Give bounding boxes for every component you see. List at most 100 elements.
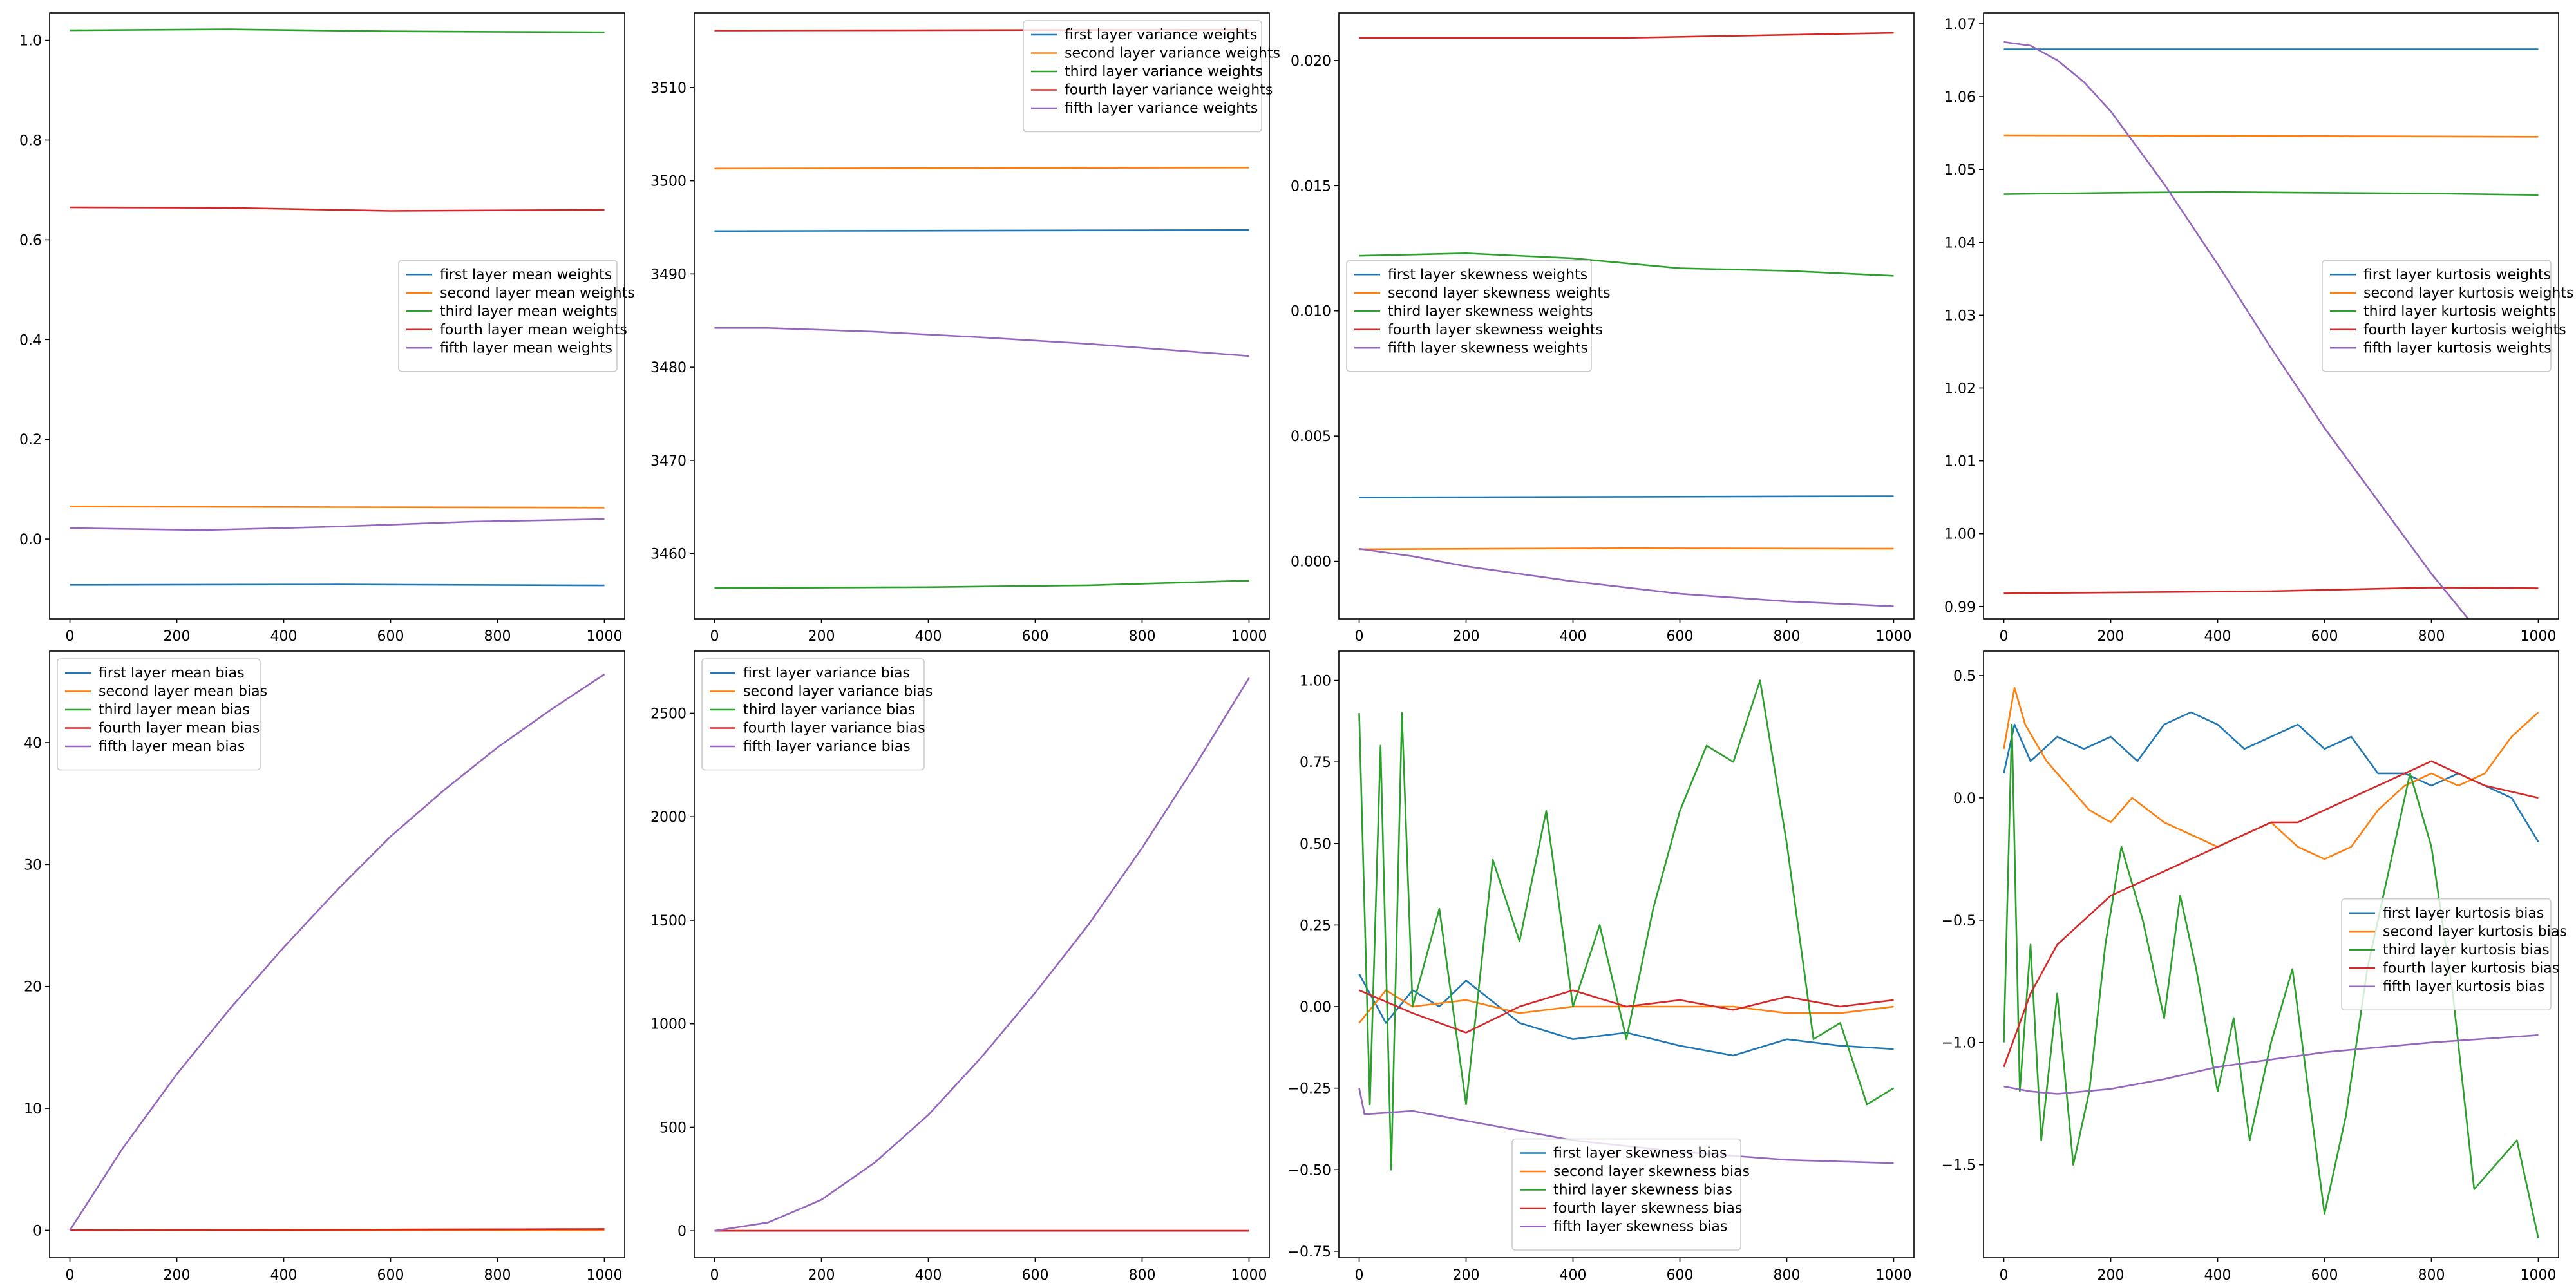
legend: first layer skewness weights second layer…	[1346, 260, 1611, 372]
y-tick-label: −0.5	[1942, 913, 1976, 929]
legend-entry: fourth layer variance weights	[1065, 82, 1273, 99]
y-tick-label: 0.0	[19, 532, 42, 548]
axes-frame	[49, 12, 625, 620]
subplot-2: 0 200 400 600 800 1000 3460 3470 3480 3490 3500 351…	[650, 12, 1280, 645]
subplot-8: 0 200 400 600 800 1000 −1.5 −1.0 −0.5 0.0 0.5 first…	[1942, 650, 2567, 1283]
series-line-3	[2003, 723, 2539, 1238]
x-tick-label: 800	[484, 1267, 511, 1283]
x-tick-label: 400	[270, 1267, 298, 1283]
y-tick-label: 2500	[650, 706, 687, 722]
legend-entry: fourth layer mean bias	[99, 721, 260, 737]
legend-entry: third layer variance bias	[743, 702, 915, 718]
series-line-5	[2003, 41, 2470, 619]
legend-entry: second layer variance weights	[1065, 46, 1280, 62]
legend-entry: second layer mean weights	[440, 285, 635, 301]
series-line-2	[70, 506, 605, 509]
y-tick-label: 40	[24, 735, 42, 752]
y-tick-label: 1.00	[1944, 527, 1976, 543]
series-line-5	[69, 673, 605, 1231]
subplot-4: 0 200 400 600 800 1000 0.99 1.00 1.01 1.02 1.03 1.0…	[1944, 12, 2573, 645]
legend-entry: second layer skewness weights	[1388, 285, 1611, 301]
x-tick-label: 0	[1355, 629, 1364, 645]
series-line-5	[1359, 547, 1894, 607]
y-tick-label: 0.5	[1953, 668, 1976, 685]
y-tick-label: 0.25	[1300, 918, 1331, 934]
y-tick-label: 2000	[650, 810, 687, 826]
subplot-6: 0 200 400 600 800 1000 0 500 1000 1500 2000 2500 fir…	[650, 650, 1270, 1283]
y-tick-label: 3480	[650, 360, 687, 376]
x-tick-label: 200	[808, 1267, 835, 1283]
y-tick-label: 1.05	[1944, 162, 1976, 178]
axes-frame	[1338, 650, 1915, 1258]
y-tick-label: 0.8	[19, 133, 42, 149]
series-line-4	[2003, 587, 2539, 594]
x-tick-label: 400	[1560, 1267, 1587, 1283]
y-tick-label: 0.6	[19, 232, 42, 249]
x-tick-label: 600	[2311, 629, 2338, 645]
y-tick-label: 0.00	[1300, 999, 1331, 1016]
y-tick-label: 30	[24, 857, 42, 873]
y-tick-label: 3510	[650, 80, 687, 97]
y-tick-label: 0.0	[1953, 791, 1976, 807]
legend-entry: second layer kurtosis bias	[2383, 923, 2567, 940]
y-tick-label: −0.25	[1288, 1081, 1331, 1097]
series-line-2	[1359, 547, 1894, 551]
axes-frame	[694, 650, 1270, 1258]
x-tick-label: 1000	[2520, 629, 2556, 645]
legend-entry: third layer skewness bias	[1553, 1182, 1732, 1198]
legend-entry: first layer variance weights	[1065, 27, 1258, 43]
series-line-3	[1358, 679, 1895, 1171]
legend-entry: first layer kurtosis weights	[2363, 267, 2551, 283]
x-tick-label: 600	[377, 1267, 404, 1283]
y-tick-label: −0.50	[1288, 1162, 1331, 1179]
legend-entry: fifth layer mean bias	[99, 739, 245, 755]
series-line-3	[1359, 252, 1894, 277]
axes-frame	[1983, 650, 2559, 1258]
y-tick-label: 10	[24, 1101, 42, 1117]
series-group	[2003, 687, 2539, 1238]
series-line-5	[2003, 1034, 2539, 1095]
series-group	[1358, 679, 1895, 1171]
y-tick-label: 0.50	[1300, 837, 1331, 853]
legend-entry: second layer mean bias	[99, 684, 267, 700]
legend-entry: fifth layer variance bias	[743, 739, 911, 755]
legend: first layer variance weights second layer…	[1023, 20, 1280, 133]
legend-box	[2322, 260, 2552, 372]
y-tick-label: 1500	[650, 913, 687, 929]
series-line-5	[70, 518, 605, 531]
legend-entry: third layer kurtosis weights	[2363, 303, 2556, 319]
y-tick-label: 0.010	[1291, 304, 1331, 320]
series-line-2	[714, 167, 1249, 170]
legend-entry: second layer kurtosis weights	[2363, 285, 2573, 301]
legend-entry: first layer skewness bias	[1553, 1146, 1727, 1162]
subplot-3: 0 200 400 600 800 1000 0.000 0.005 0.010 0.015 0.0…	[1291, 12, 1915, 645]
y-tick-label: 0.2	[19, 432, 42, 448]
legend-box	[1346, 260, 1592, 372]
legend-entry: third layer variance weights	[1065, 64, 1263, 80]
y-tick-label: −0.75	[1288, 1244, 1331, 1260]
x-tick-label: 800	[2418, 629, 2445, 645]
series-line-1	[714, 229, 1249, 232]
legend-entry: fifth layer mean weights	[440, 340, 612, 356]
y-tick-label: 1.00	[1300, 674, 1331, 690]
x-tick-label: 400	[2204, 1267, 2231, 1283]
x-tick-label: 400	[1560, 629, 1587, 645]
legend-entry: fourth layer mean weights	[440, 322, 627, 338]
x-tick-label: 200	[2098, 1267, 2125, 1283]
x-tick-label: 400	[2204, 629, 2231, 645]
y-tick-label: −1.0	[1942, 1036, 1976, 1052]
y-tick-label: 3490	[650, 267, 687, 283]
x-tick-label: 0	[66, 629, 75, 645]
y-tick-label: 0.99	[1944, 600, 1976, 616]
legend: first layer skewness bias second layer sk…	[1511, 1138, 1750, 1251]
x-tick-label: 400	[915, 629, 942, 645]
y-tick-label: 1.01	[1944, 454, 1976, 470]
x-tick-label: 200	[1453, 629, 1480, 645]
legend: first layer mean bias second layer mean b…	[57, 658, 267, 771]
legend-entry: fourth layer variance bias	[743, 721, 925, 737]
y-tick-label: 1.04	[1944, 235, 1976, 251]
x-tick-label: 200	[808, 629, 835, 645]
x-tick-label: 0	[2000, 629, 2009, 645]
